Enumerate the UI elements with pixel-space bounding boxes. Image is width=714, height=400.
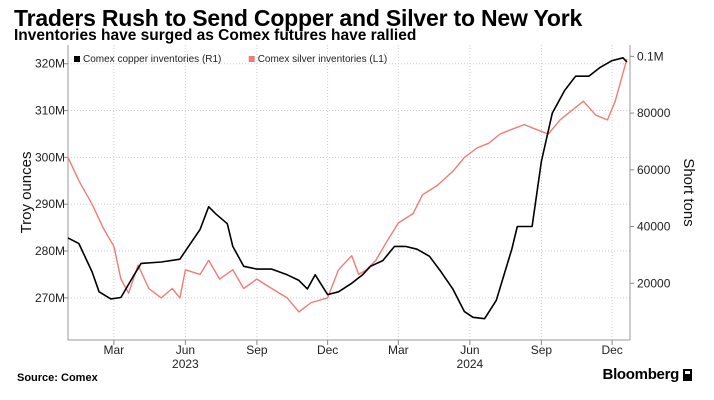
source-note: Source: Comex <box>17 372 98 384</box>
x-tick-label: Dec <box>601 343 622 357</box>
y-right-axis-title: Short tons <box>680 158 697 226</box>
y-left-tick-label: 310M <box>35 104 65 118</box>
y-left-tick-label: 290M <box>35 197 65 211</box>
chart-title: Traders Rush to Send Copper and Silver t… <box>14 5 583 31</box>
x-year-label: 2023 <box>172 357 199 371</box>
series-line-copper <box>67 56 628 320</box>
legend-swatch <box>248 56 255 62</box>
legend-label: Comex silver inventories (L1) <box>258 54 388 65</box>
y-right-tick-label: 80000 <box>637 106 671 120</box>
y-left-tick-label: 300M <box>35 150 65 164</box>
x-tick-label: Sep <box>531 343 553 357</box>
y-right-tick-label: 0.1M <box>637 49 664 63</box>
y-right-tick-label: 20000 <box>637 276 671 290</box>
x-tick-label: Jun <box>460 343 479 357</box>
y-left-tick-label: 270M <box>35 291 65 305</box>
legend: Comex copper inventories (R1) Comex silve… <box>74 54 387 65</box>
y-right-tick-label: 60000 <box>637 163 671 177</box>
legend-swatch <box>74 56 80 62</box>
brand-name: Bloomberg <box>602 366 680 383</box>
x-tick-label: Sep <box>246 343 268 357</box>
bloomberg-logo: Bloomberg <box>603 366 692 383</box>
x-tick-label: Dec <box>317 343 338 357</box>
x-tick-label: Mar <box>104 343 125 357</box>
y-left-tick-label: 320M <box>35 57 65 71</box>
axes: 270M 280M 290M 300M 310M 320M 20000 40000 60000 8… <box>18 45 697 371</box>
x-tick-label: Jun <box>176 343 195 357</box>
series-line-silver <box>67 58 628 313</box>
series-lines <box>67 56 628 320</box>
legend-label: Comex copper inventories (R1) <box>83 54 221 65</box>
gridlines <box>68 45 630 340</box>
x-year-label: 2024 <box>457 357 484 371</box>
y-left-axis-title: Troy ounces <box>18 152 35 234</box>
y-right-tick-label: 40000 <box>637 220 671 234</box>
chart-subtitle: Inventories have surged as Comex futures… <box>14 27 417 44</box>
bloomberg-mark-icon <box>683 368 692 381</box>
y-left-tick-label: 280M <box>35 244 65 258</box>
x-tick-label: Mar <box>388 343 409 357</box>
